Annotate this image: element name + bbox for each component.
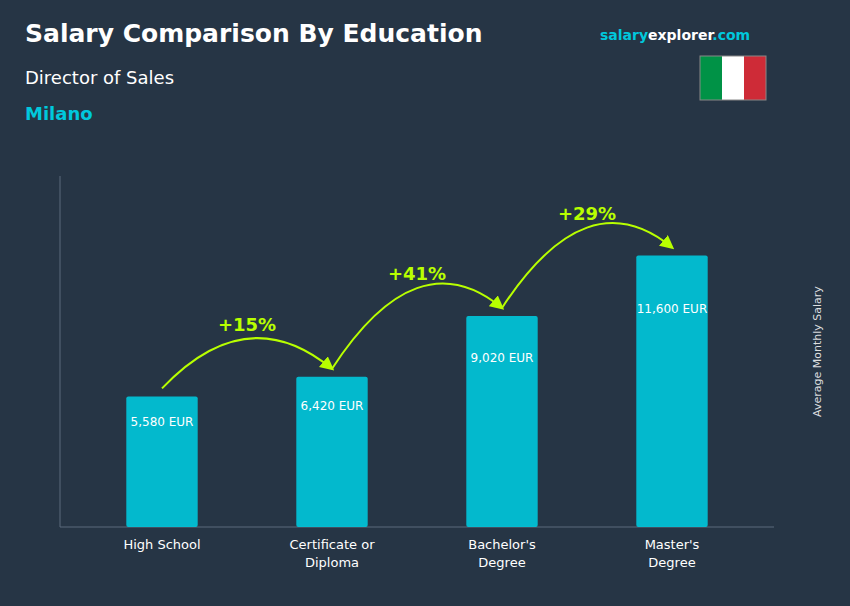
chart-svg: Salary Comparison By Education Director o… [0,0,850,606]
x-tick-label-line: Bachelor's [468,537,536,552]
x-tick-label-line: Degree [648,555,695,570]
flag-stripe [744,56,766,100]
y-axis-line [60,176,61,527]
change-arc [502,223,672,308]
bar [296,377,367,527]
change-label: +41% [388,263,446,284]
x-tick-label-line: Degree [478,555,525,570]
change-label: +15% [218,314,276,335]
flag-stripe [722,56,744,100]
title: Salary Comparison By Education [25,19,482,48]
flag [700,56,766,100]
data-label: 6,420 EUR [301,399,364,413]
subtitle: Director of Sales [25,67,174,88]
x-tick-label: Master's Degree [645,537,700,570]
background [0,0,850,606]
flag-border [700,56,766,100]
y-axis-label: Average Monthly Salary [811,286,824,417]
branding-part: salary [600,27,648,43]
data-label: 9,020 EUR [471,351,534,365]
bar [126,396,197,527]
change-arc [332,284,502,369]
x-tick-label-line: Diploma [305,555,359,570]
x-tick-label-line: Certificate or [290,537,376,552]
bar [466,316,537,527]
data-label: 5,580 EUR [131,415,194,429]
change-arcs [162,223,672,388]
x-tick-label: High School [123,537,200,552]
change-label: +29% [558,203,616,224]
data-label: 11,600 EUR [637,302,708,316]
chart-container: Salary Comparison By Education Director o… [0,0,850,606]
branding-part: explorer [648,27,714,43]
city: Milano [25,103,93,124]
branding-part: .com [712,27,750,43]
x-tick-label-line: Master's [645,537,700,552]
flag-stripe [700,56,722,100]
bars [126,256,707,527]
x-tick-label: Bachelor's Degree [468,537,536,570]
bar [636,256,707,527]
change-arc [162,338,332,388]
x-tick-label-line: High School [123,537,200,552]
branding: salaryexplorer.com [600,27,750,43]
x-tick-label: Certificate or Diploma [290,537,376,570]
